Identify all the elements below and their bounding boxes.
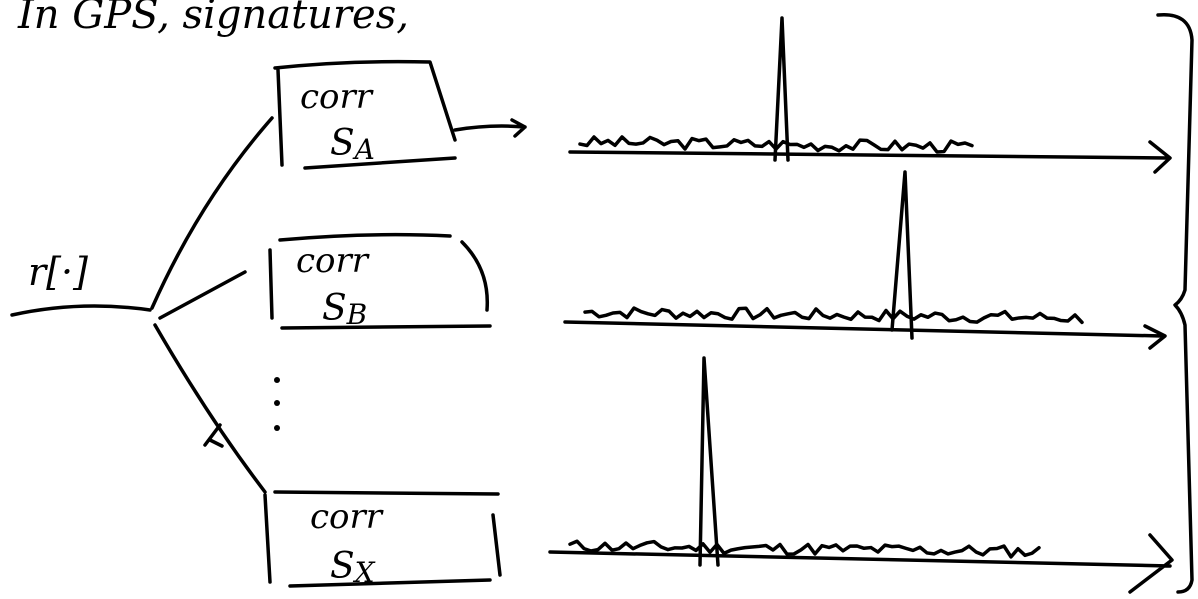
node-symbol: SB xyxy=(322,288,367,331)
input-line xyxy=(12,306,150,315)
axis-arrow xyxy=(570,142,1170,172)
node-subscript: X xyxy=(353,556,376,589)
node-subscript: B xyxy=(346,298,368,331)
input-label: r[·] xyxy=(28,250,88,294)
noise xyxy=(585,308,1082,322)
correlation-peak xyxy=(775,18,788,160)
correlation-peak xyxy=(700,358,718,565)
node-line1: corr xyxy=(310,497,384,537)
bracket xyxy=(1158,15,1192,592)
header-text: In GPS, signatures, xyxy=(17,0,409,38)
node-line1: corr xyxy=(296,241,370,281)
arrow xyxy=(455,120,525,136)
node-symbol: SX xyxy=(330,546,376,589)
axis-arrow xyxy=(565,322,1165,348)
whiteboard: In GPS, signatures, r[·] corr SA corr SB cor… xyxy=(0,0,1198,599)
branch xyxy=(155,325,265,492)
branch xyxy=(152,118,272,308)
box xyxy=(265,492,500,586)
branch xyxy=(160,272,245,318)
node-subscript: A xyxy=(352,133,375,166)
node-line1: corr xyxy=(300,77,374,117)
node-symbol: SA xyxy=(330,123,375,166)
ellipsis-dot xyxy=(274,377,280,383)
ellipsis-dot xyxy=(274,425,280,431)
ellipsis-dot xyxy=(274,400,280,406)
arrowhead xyxy=(205,425,222,446)
